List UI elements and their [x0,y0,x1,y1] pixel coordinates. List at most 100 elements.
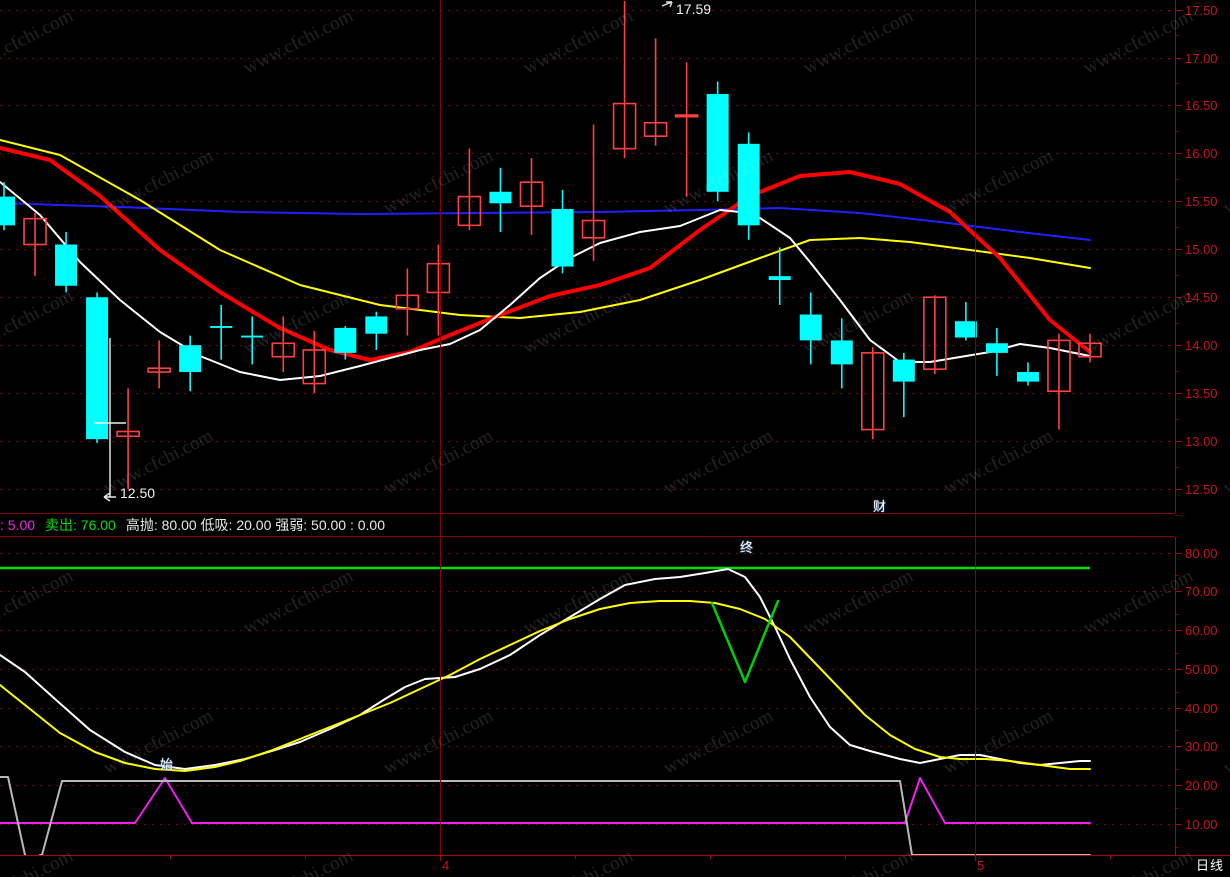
price-axis-minor-tick [1176,466,1179,468]
price-axis-tick [1176,9,1182,11]
candlestick [116,388,140,490]
indicator-axis-tick [1176,668,1182,670]
indicator-info-bar[interactable]: : 5.00 卖出: 76.00 高抛: 80.00 低吸: 20.00 强弱: 5… [0,513,1175,537]
low-price-annotation: 12.50 [120,485,156,501]
price-axis-tick [1176,489,1182,491]
candlestick [395,268,420,336]
candlestick [241,316,264,365]
price-axis-tick [1176,441,1182,443]
indicator-axis-tick [1176,707,1182,709]
candlestick [612,0,637,159]
price-axis-minor-tick [1176,418,1179,420]
end-marker: 终 [740,540,754,555]
x-axis-tick [975,856,976,861]
price-axis-label: 14.50 [1185,290,1218,306]
x-axis-minor-tick [170,856,171,859]
price-axis-minor-tick [1176,83,1179,85]
candlestick [892,352,915,418]
indicator-axis-minor-tick [1176,769,1179,771]
x-axis-label: 4 [442,858,450,873]
candlestick [551,189,574,274]
candlestick [985,327,1008,376]
candlestick [860,347,885,440]
candlestick [426,244,451,336]
candlestick [23,212,47,277]
indicator-axis-tick [1176,785,1182,787]
x-axis-gridline [975,0,976,855]
price-axis-label: 13.50 [1185,386,1218,402]
indicator-axis-tick [1176,552,1182,554]
indicator-axis-label: 50.00 [1185,661,1218,677]
high-price-annotation: 17.59 [676,1,712,17]
price-axis-label: 16.50 [1185,98,1218,114]
candlestick [830,318,853,389]
candlestick [737,132,760,240]
indicator-axis-label: 10.00 [1185,816,1218,832]
x-axis-label: 5 [977,858,985,873]
price-axis: 17.50 17.00 16.50 16.00 15.50 15.00 14.50 14.00… [1175,0,1230,516]
indicator-axis-minor-tick [1176,614,1179,615]
price-axis-minor-tick [1176,227,1179,228]
candlestick [302,330,327,394]
indicator-axis-minor-tick [1176,575,1179,577]
indicator-plot [0,553,1175,855]
candlestick [0,182,15,231]
info-segment-0: : 5.00 [0,517,36,533]
indicator-axis-label: 60.00 [1185,623,1218,639]
price-axis-tick [1176,153,1182,155]
wealth-marker: 财 [873,499,887,514]
indicator-axis-tick [1176,630,1182,632]
info-segment-1: 卖出: 76.00 [45,517,116,533]
candlestick [1078,333,1102,363]
indicator-axis-tick [1176,746,1182,748]
price-chart-pane[interactable]: 17.59 12.50 财 17.50 17.00 16.50 16.00 15.50 1… [0,0,1230,516]
candlestick [210,304,233,360]
candlestick [643,38,668,146]
price-axis-label: 15.00 [1185,242,1218,258]
indicator-axis-minor-tick [1176,730,1179,732]
indicator-axis-label: 40.00 [1185,700,1218,716]
price-axis-minor-tick [1176,514,1179,516]
price-axis-tick [1176,57,1182,59]
price-axis-tick [1176,393,1182,395]
price-axis-tick [1176,297,1182,299]
indicator-pane[interactable]: 始 终 80.00 70.00 60.00 50.00 40.00 30.00 20.00 1… [0,537,1230,855]
price-axis-minor-tick [1176,131,1179,133]
indicator-axis-minor-tick [1176,846,1179,848]
indicator-axis-minor-tick [1176,691,1179,693]
indicator-axis-label: 70.00 [1185,584,1218,600]
candlestick [365,311,388,350]
info-segment-2: 高抛: 80.00 低吸: 20.00 强弱: 50.00 : 0.00 [125,517,385,533]
indicator-axis-minor-tick [1176,652,1179,654]
candlestick [923,295,947,374]
period-label[interactable]: 日线 [1195,858,1224,873]
x-axis-gridline [440,0,441,855]
price-axis-minor-tick [1176,179,1179,181]
price-axis-minor-tick [1176,322,1179,324]
price-axis-label: 12.50 [1185,482,1218,498]
price-axis-tick [1176,201,1182,203]
indicator-axis-tick [1176,591,1182,593]
candlestick [1016,362,1039,386]
price-axis-label: 16.00 [1185,146,1218,162]
x-axis-minor-tick [1110,856,1111,859]
indicator-axis-tick [1176,823,1182,825]
x-axis-minor-tick [710,856,711,859]
candlestick [519,158,544,235]
x-axis-minor-tick [305,856,306,859]
price-axis-label: 15.50 [1185,194,1218,210]
x-axis-minor-tick [845,856,846,859]
candlestick [489,167,512,233]
price-plot [0,0,1175,502]
indicator-axis-label: 20.00 [1185,778,1218,794]
indicator-axis-label: 80.00 [1185,545,1218,561]
candlestick [271,316,296,373]
x-axis-tick [440,856,441,861]
price-axis-minor-tick [1176,35,1179,37]
candlestick [674,62,699,197]
candlestick [179,335,202,392]
indicator-axis-minor-tick [1176,807,1179,809]
price-axis-tick [1176,249,1182,251]
candlestick [334,326,357,360]
